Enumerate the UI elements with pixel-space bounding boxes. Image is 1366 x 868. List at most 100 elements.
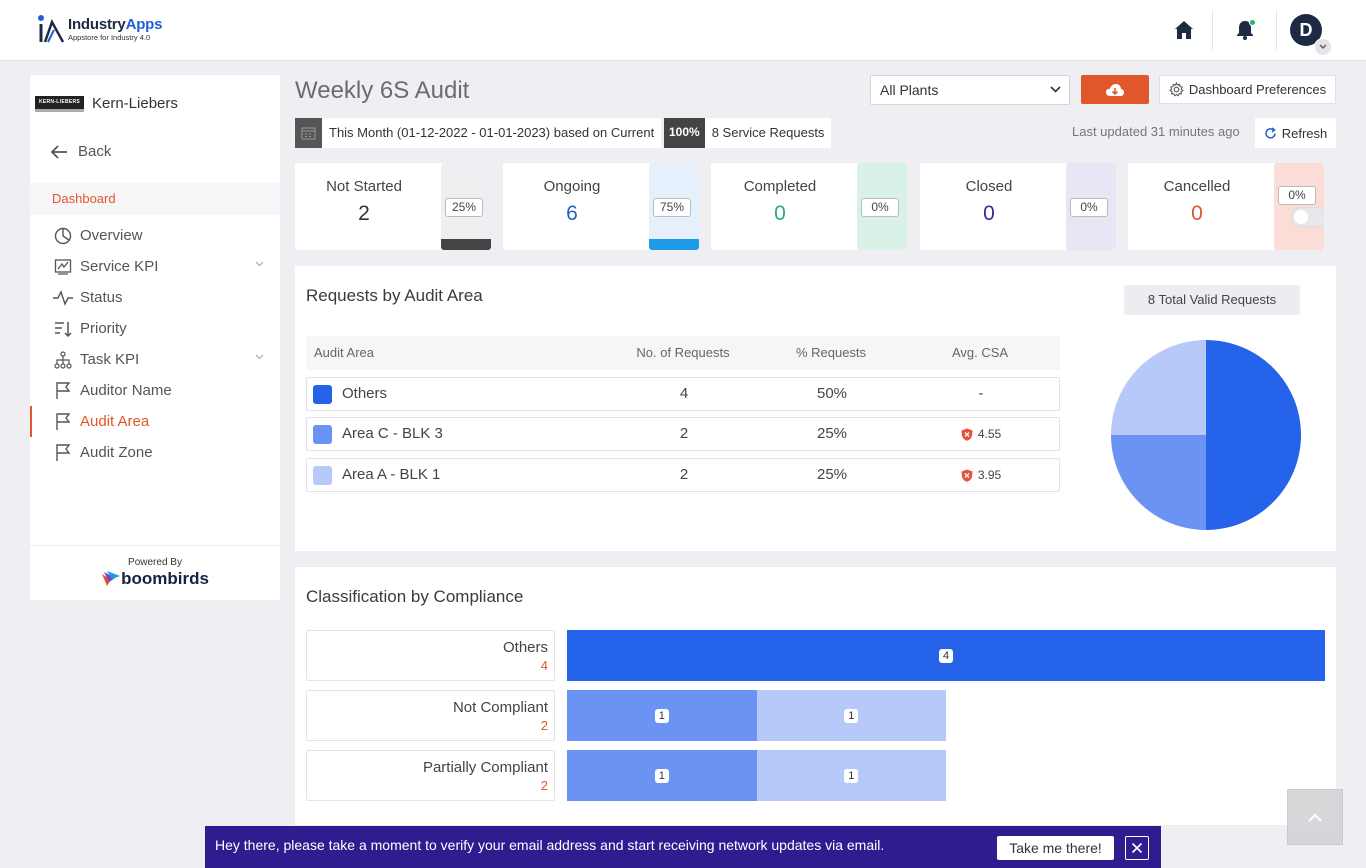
chevron-up-icon	[1308, 813, 1322, 822]
date-range-label: This Month (01-12-2022 - 01-01-2023) bas…	[329, 125, 655, 140]
pie-slice-area-a-blk-1[interactable]	[1111, 340, 1206, 435]
user-menu-toggle[interactable]	[1314, 38, 1332, 56]
compliance-bar-segment[interactable]: 1	[756, 750, 946, 801]
dashboard-preferences-button[interactable]: Dashboard Preferences	[1159, 75, 1336, 104]
compliance-bar-value: 1	[844, 768, 859, 783]
sidebar-item-overview[interactable]: Overview	[30, 220, 280, 251]
calendar-icon	[295, 118, 322, 148]
sidebar-item-label: Task KPI	[80, 351, 140, 368]
plant-select[interactable]: All Plants	[870, 75, 1070, 105]
sidebar-nav: Overview Service KPI Status Priority Tas…	[30, 220, 280, 468]
pie-slice-area-c-blk-3[interactable]	[1111, 435, 1206, 530]
status-card-percent: 0%	[1070, 198, 1108, 217]
sidebar-item-priority[interactable]: Priority	[30, 313, 280, 344]
status-card-value: 0	[1191, 202, 1203, 225]
top-bar: IndustryApps Appstore for Industry 4.0 D	[0, 0, 1366, 61]
status-card-not-started[interactable]: Not Started 2 25%	[295, 163, 491, 250]
audit-area-name: Area A - BLK 1	[342, 466, 441, 483]
flag-icon	[56, 412, 71, 430]
sidebar-item-audit-zone[interactable]: Audit Zone	[30, 437, 280, 468]
refresh-icon	[1264, 126, 1276, 139]
compliance-bar-segment[interactable]: 1	[756, 690, 946, 741]
sidebar-item-auditor-name[interactable]: Auditor Name	[30, 375, 280, 406]
date-range-filter[interactable]: This Month (01-12-2022 - 01-01-2023) bas…	[295, 118, 662, 148]
requests-percent: 100%	[664, 118, 705, 148]
compliance-row-label: Partially Compliant 2	[306, 750, 555, 801]
home-button[interactable]	[1170, 16, 1198, 44]
sidebar-item-label: Overview	[80, 227, 143, 244]
close-icon	[1131, 842, 1143, 854]
status-card-value: 2	[358, 202, 370, 225]
flag-icon	[56, 381, 71, 399]
avg-csa: 4.55	[904, 418, 1058, 450]
logo-tagline: Appstore for Industry 4.0	[68, 32, 151, 42]
plant-select-value: All Plants	[880, 82, 939, 98]
audit-area-name: Area C - BLK 3	[342, 425, 443, 442]
status-card-cancelled[interactable]: Cancelled 0 0%	[1128, 163, 1324, 250]
compliance-panel: Classification by Compliance Others 4 No…	[295, 567, 1336, 825]
status-card-percent: 75%	[653, 198, 691, 217]
compliance-bar-segment[interactable]: 4	[567, 630, 1325, 681]
table-row[interactable]: Area A - BLK 1 2 25% 3.95	[306, 458, 1060, 492]
page-title: Weekly 6S Audit	[295, 77, 470, 104]
sidebar-item-label: Auditor Name	[80, 382, 172, 399]
sidebar-item-audit-area[interactable]: Audit Area	[30, 406, 280, 437]
sidebar-item-service-kpi[interactable]: Service KPI	[30, 251, 280, 282]
compliance-count: 4	[540, 658, 548, 673]
avg-csa: -	[978, 385, 984, 402]
color-swatch	[313, 385, 332, 404]
status-card-percent: 0%	[861, 198, 899, 217]
sidebar-item-task-kpi[interactable]: Task KPI	[30, 344, 280, 375]
compliance-bar-value: 4	[938, 648, 954, 663]
audit-area-title: Requests by Audit Area	[306, 286, 483, 305]
compliance-row-label: Others 4	[306, 630, 555, 681]
sidebar-item-status[interactable]: Status	[30, 282, 280, 313]
audit-area-table-header: Audit Area No. of Requests % Requests Av…	[306, 336, 1060, 370]
request-count: 4	[679, 385, 689, 402]
chevron-down-icon	[1319, 44, 1327, 49]
industryapps-logo[interactable]: IndustryApps Appstore for Industry 4.0	[36, 14, 162, 44]
scroll-to-top-button[interactable]	[1287, 789, 1343, 845]
compliance-bar-segment[interactable]: 1	[567, 690, 757, 741]
table-row[interactable]: Others 4 50% -	[306, 377, 1060, 411]
refresh-button[interactable]: Refresh	[1255, 118, 1336, 148]
table-row[interactable]: Area C - BLK 3 2 25% 4.55	[306, 417, 1060, 451]
pie-slice-others[interactable]	[1206, 340, 1301, 530]
status-card-label: Cancelled	[1163, 178, 1231, 195]
compliance-name: Partially Compliant	[422, 759, 548, 776]
sidebar-item-label: Audit Area	[80, 413, 150, 430]
divider	[1276, 10, 1277, 50]
hierarchy-icon	[54, 350, 72, 369]
status-card-label: Closed	[965, 178, 1013, 195]
org-logo: KERN-LIEBERS	[35, 95, 84, 112]
sidebar-item-label: Service KPI	[80, 258, 159, 275]
download-button[interactable]	[1081, 75, 1149, 104]
audit-area-panel: Requests by Audit Area 8 Total Valid Req…	[295, 266, 1336, 551]
compliance-count: 2	[540, 778, 548, 793]
status-card-completed[interactable]: Completed 0 0%	[711, 163, 907, 250]
status-card-value: 0	[774, 202, 786, 225]
bird-icon	[102, 571, 121, 586]
compliance-bar-value: 1	[844, 708, 859, 723]
audit-area-name: Others	[342, 385, 388, 402]
powered-by-label: Powered By	[128, 557, 182, 568]
banner-close-button[interactable]	[1125, 836, 1149, 860]
status-card-bar	[1274, 163, 1324, 250]
industryapps-logo-icon	[38, 15, 64, 43]
divider	[1212, 10, 1213, 50]
status-card-ongoing[interactable]: Ongoing 6 75%	[503, 163, 699, 250]
cancelled-toggle[interactable]	[1291, 207, 1324, 227]
take-me-there-button[interactable]: Take me there!	[997, 836, 1114, 860]
total-valid-requests-badge: 8 Total Valid Requests	[1124, 285, 1300, 315]
back-link[interactable]: Back	[50, 143, 111, 160]
sidebar: KERN-LIEBERS Kern-Liebers Back Dashboard…	[30, 75, 280, 600]
status-card-percent: 0%	[1278, 186, 1316, 205]
color-swatch	[313, 466, 332, 485]
powered-by: Powered By boombirds	[30, 545, 280, 600]
boombirds-logo[interactable]: boombirds	[30, 569, 280, 589]
pulse-icon	[53, 289, 73, 306]
status-card-label: Ongoing	[543, 178, 601, 195]
compliance-bar-segment[interactable]: 1	[567, 750, 757, 801]
logo-name: IndustryApps	[68, 15, 163, 33]
status-card-closed[interactable]: Closed 0 0%	[920, 163, 1116, 250]
